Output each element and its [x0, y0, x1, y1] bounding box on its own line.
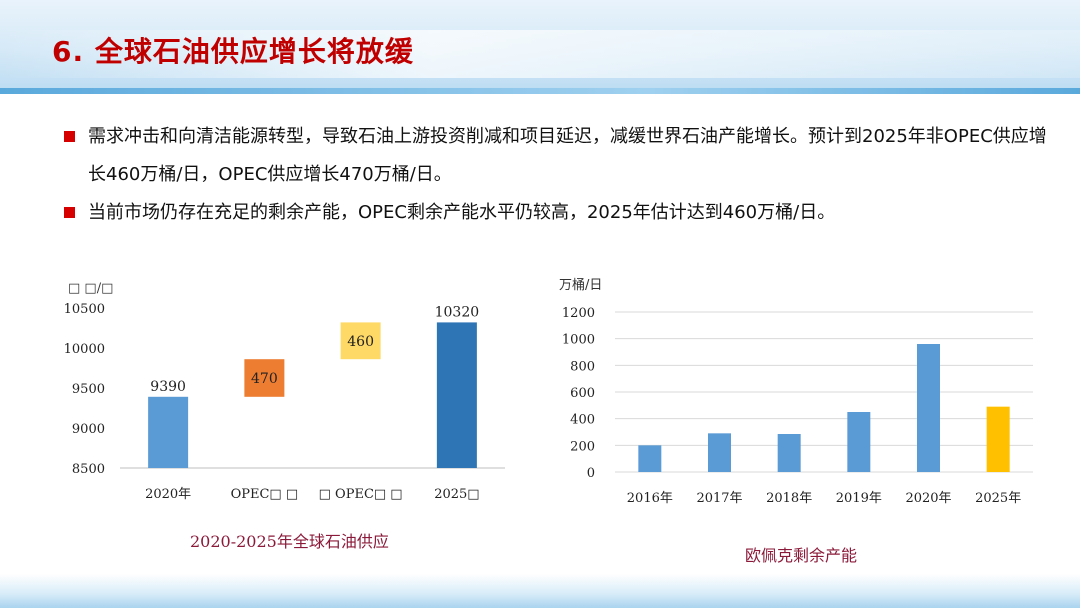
header-divider: [0, 88, 1080, 94]
page-title: 6. 全球石油供应增长将放缓: [52, 35, 414, 68]
gridlines: [615, 311, 1033, 473]
footer-band: [0, 574, 1080, 608]
x-tick-label: 2018年: [766, 491, 812, 506]
bar: [847, 412, 871, 472]
bar: [986, 406, 1010, 472]
data-label: 470: [251, 371, 278, 387]
y-tick-label: 0: [587, 466, 595, 481]
bar: [244, 359, 285, 397]
x-axis-ticks: 2016年 2017年 2018年 2019年 2020年 2025年: [627, 491, 1021, 506]
y-tick-label: 8500: [72, 462, 105, 477]
y-tick-label: 1000: [562, 333, 595, 348]
x-tick-label: 2025□: [434, 487, 479, 502]
bullet-text: 需求冲击和向清洁能源转型，导致石油上游投资削减和项目延迟，减缓世界石油产能增长。…: [88, 126, 1047, 185]
bullet-list: 需求冲击和向清洁能源转型，导致石油上游投资削减和项目延迟，减缓世界石油产能增长。…: [62, 118, 1062, 232]
bar: [777, 434, 801, 472]
data-label: 460: [347, 334, 374, 350]
x-tick-label: 2016年: [627, 491, 673, 506]
x-tick-label: 2017年: [696, 491, 742, 506]
bullet-square-icon: [64, 131, 75, 142]
x-tick-label: 2020年: [145, 487, 191, 502]
x-tick-label: 2019年: [836, 491, 882, 506]
bar-series: 9390 470 460 10320: [148, 304, 479, 468]
y-tick-label: 200: [570, 439, 595, 454]
data-label: 10320: [435, 304, 480, 320]
supply-waterfall-chart: □ □/□ 8500 9000 9500 10000 10500 9390 470 460 1…: [64, 281, 505, 502]
bar: [708, 433, 731, 472]
y-tick-label: 1200: [562, 306, 595, 321]
y-axis-unit-label: 万桶/日: [559, 278, 602, 293]
x-tick-label: OPEC□ □: [231, 487, 299, 502]
bullet-square-icon: [64, 207, 75, 218]
header-band: [0, 0, 1080, 92]
y-axis-unit-label: □ □/□: [68, 281, 113, 296]
y-tick-label: 9000: [72, 422, 105, 437]
bar-series: [638, 344, 1010, 472]
bullet-item: 需求冲击和向清洁能源转型，导致石油上游投资削减和项目延迟，减缓世界石油产能增长。…: [62, 118, 1062, 194]
bar: [340, 322, 381, 360]
y-axis-ticks: 8500 9000 9500 10000 10500: [64, 302, 105, 477]
bar: [148, 396, 189, 468]
right-chart-caption: 欧佩克剩余产能: [745, 546, 858, 565]
x-axis-ticks: 2020年 OPEC□ □ □ OPEC□ □ 2025□: [145, 487, 479, 502]
x-tick-label: □ OPEC□ □: [319, 487, 403, 502]
bullet-item: 当前市场仍存在充足的剩余产能，OPEC剩余产能水平仍较高，2025年估计达到46…: [62, 194, 1062, 232]
data-label: 9390: [150, 379, 186, 395]
x-tick-label: 2025年: [975, 491, 1021, 506]
y-tick-label: 9500: [72, 382, 105, 397]
bar: [436, 322, 477, 468]
y-tick-label: 800: [570, 359, 595, 374]
y-tick-label: 10000: [64, 342, 105, 357]
bar: [638, 445, 662, 472]
bar: [917, 344, 940, 472]
y-tick-label: 400: [570, 413, 595, 428]
bullet-text: 当前市场仍存在充足的剩余产能，OPEC剩余产能水平仍较高，2025年估计达到46…: [88, 202, 836, 223]
y-tick-label: 600: [570, 386, 595, 401]
x-tick-label: 2020年: [905, 491, 951, 506]
y-tick-label: 10500: [64, 302, 105, 317]
left-chart-caption: 2020-2025年全球石油供应: [190, 532, 389, 551]
y-axis-ticks: 0 200 400 600 800 1000 1200: [562, 306, 595, 481]
